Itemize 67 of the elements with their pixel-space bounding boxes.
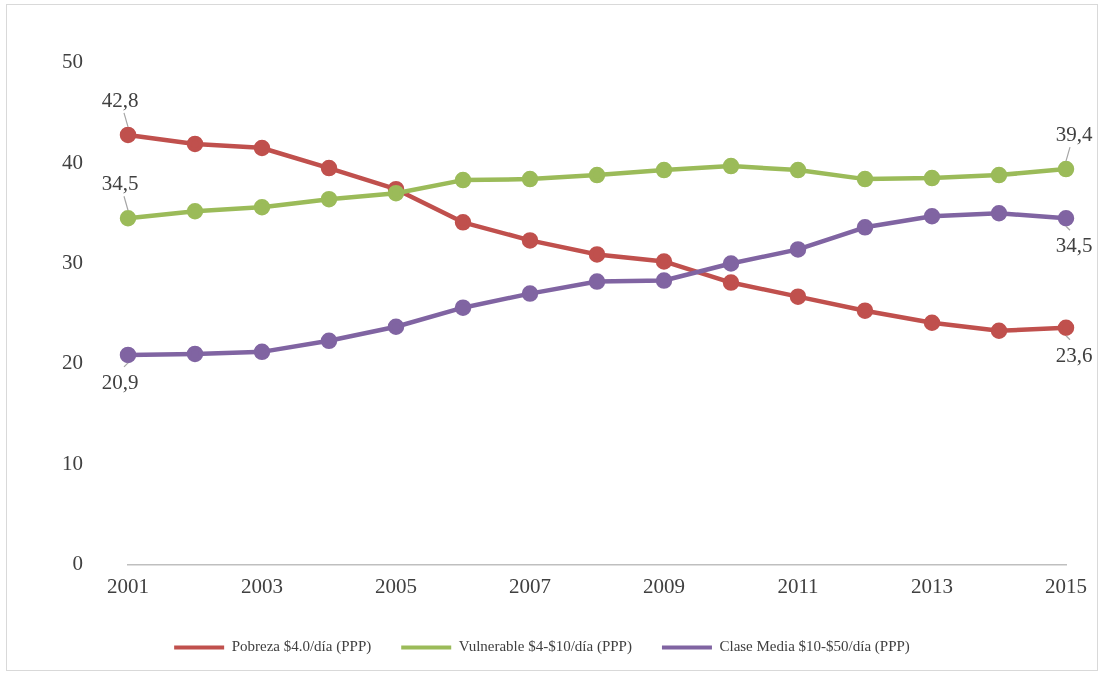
point	[186, 203, 204, 220]
point	[722, 157, 740, 175]
point	[454, 214, 472, 231]
data-label: 23,6	[1055, 342, 1093, 367]
point	[923, 314, 941, 331]
point	[521, 232, 539, 249]
point	[119, 210, 137, 227]
point	[588, 166, 606, 184]
point	[320, 159, 338, 177]
point	[856, 219, 874, 236]
x-tick-label: 2011	[777, 573, 819, 598]
y-tick-label: 20	[62, 350, 83, 375]
x-tick-label: 2007	[509, 573, 551, 598]
y-tick-label: 30	[62, 250, 83, 274]
point	[990, 322, 1008, 340]
point	[186, 135, 204, 153]
x-tick-label: 2005	[375, 573, 417, 598]
y-tick-label: 0	[72, 551, 83, 576]
point	[923, 169, 941, 187]
point	[655, 253, 673, 270]
point	[856, 302, 874, 319]
point	[789, 288, 807, 305]
point	[253, 198, 271, 216]
point	[722, 274, 740, 291]
point	[387, 184, 405, 202]
point	[789, 161, 807, 179]
point	[789, 241, 807, 258]
data-label: 34,5	[101, 171, 139, 196]
legend-label: Clase Media $10-$50/día (PPP)	[719, 638, 910, 656]
point	[454, 171, 472, 189]
point	[320, 190, 338, 208]
data-label: 39,4	[1055, 122, 1093, 147]
point	[454, 299, 472, 316]
point	[1057, 319, 1075, 337]
point	[521, 285, 539, 302]
point	[722, 255, 740, 272]
point	[990, 205, 1008, 222]
legend-label: Pobreza $4.0/día (PPP)	[231, 638, 372, 656]
data-label: 34,5	[1055, 233, 1093, 258]
point	[253, 139, 271, 157]
point	[1057, 210, 1075, 227]
data-label: 42,8	[101, 87, 139, 112]
point	[186, 345, 204, 363]
x-tick-label: 2003	[241, 573, 283, 598]
point	[119, 346, 137, 364]
legend-label: Vulnerable $4-$10/día (PPP)	[458, 638, 632, 656]
point	[588, 246, 606, 263]
point	[521, 170, 539, 188]
y-tick-label: 10	[62, 450, 83, 475]
point	[1057, 160, 1075, 178]
point	[320, 332, 338, 350]
x-tick-label: 2009	[643, 573, 685, 598]
point	[655, 272, 673, 289]
y-tick-label: 40	[62, 149, 83, 174]
point	[588, 273, 606, 290]
data-label: 20,9	[101, 369, 139, 394]
x-tick-label: 2013	[911, 573, 953, 598]
point	[923, 208, 941, 225]
y-tick-label: 50	[62, 49, 83, 74]
point	[387, 318, 405, 336]
point	[253, 343, 271, 361]
point	[655, 161, 673, 179]
point	[119, 126, 137, 144]
x-tick-label: 2001	[107, 573, 149, 598]
point	[990, 166, 1008, 184]
x-tick-label: 2015	[1045, 573, 1087, 598]
point	[856, 170, 874, 188]
